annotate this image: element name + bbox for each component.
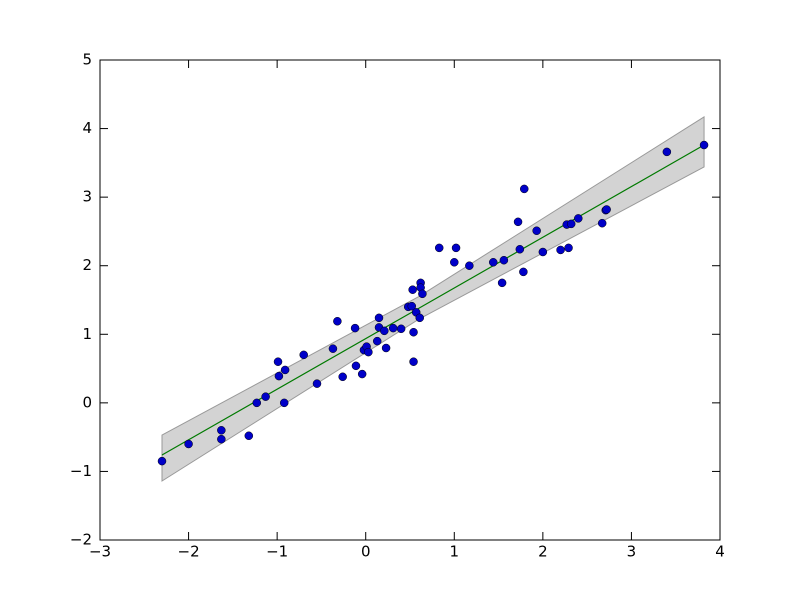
y-tick-label: 4 <box>82 119 92 137</box>
point <box>564 243 573 253</box>
x-tick-label: 1 <box>450 543 460 561</box>
point <box>515 245 525 254</box>
point <box>312 379 322 388</box>
point <box>351 361 361 371</box>
point <box>350 323 360 333</box>
point <box>574 214 583 223</box>
y-tick-label: 0 <box>82 393 92 411</box>
point <box>408 285 417 294</box>
x-tick-label: −2 <box>178 543 200 561</box>
point <box>273 357 283 366</box>
point <box>244 431 254 441</box>
point <box>299 350 308 360</box>
point <box>451 243 461 253</box>
point <box>374 313 384 323</box>
point <box>157 456 167 466</box>
point <box>415 313 424 323</box>
point <box>407 301 417 311</box>
point <box>261 392 270 401</box>
point <box>597 218 607 228</box>
point <box>388 323 398 333</box>
point <box>499 255 509 265</box>
point <box>328 344 338 353</box>
x-tick-label: −1 <box>266 543 288 561</box>
point <box>338 372 347 382</box>
point <box>513 217 523 227</box>
y-tick-label: −1 <box>70 462 92 480</box>
point <box>279 398 289 408</box>
y-tick-label: 5 <box>82 51 92 69</box>
y-tick-label: 1 <box>82 325 92 343</box>
point <box>409 357 418 366</box>
point <box>381 343 391 353</box>
point <box>217 426 226 435</box>
point <box>519 267 528 277</box>
x-tick-label: 3 <box>627 543 637 561</box>
point <box>364 347 373 357</box>
point <box>184 439 193 449</box>
point <box>497 278 507 288</box>
fit-line <box>161 144 705 456</box>
point <box>450 258 459 267</box>
y-tick-label: 2 <box>82 256 92 274</box>
point <box>217 434 226 444</box>
point <box>409 327 418 337</box>
point <box>357 369 367 379</box>
x-tick-label: 2 <box>538 543 548 561</box>
x-tick-label: 4 <box>715 543 725 561</box>
point <box>333 317 342 326</box>
y-tick-label: −2 <box>70 531 92 549</box>
point <box>280 365 290 375</box>
point <box>699 140 709 150</box>
point <box>538 247 548 257</box>
point <box>418 289 427 299</box>
point <box>434 243 444 253</box>
point <box>532 226 541 235</box>
point <box>489 258 498 267</box>
point <box>372 336 382 346</box>
point <box>252 398 262 408</box>
y-tick-label: 3 <box>82 188 92 206</box>
x-tick-label: 0 <box>361 543 371 561</box>
plot-frame <box>99 59 721 541</box>
point <box>566 219 576 229</box>
point <box>662 147 672 157</box>
x-tick-label: −3 <box>89 543 111 561</box>
point <box>274 371 284 381</box>
point <box>396 324 406 334</box>
point <box>520 184 529 194</box>
confidence-band <box>161 116 705 482</box>
point <box>602 205 611 214</box>
point <box>465 261 474 270</box>
point <box>380 326 389 336</box>
point <box>556 245 565 255</box>
